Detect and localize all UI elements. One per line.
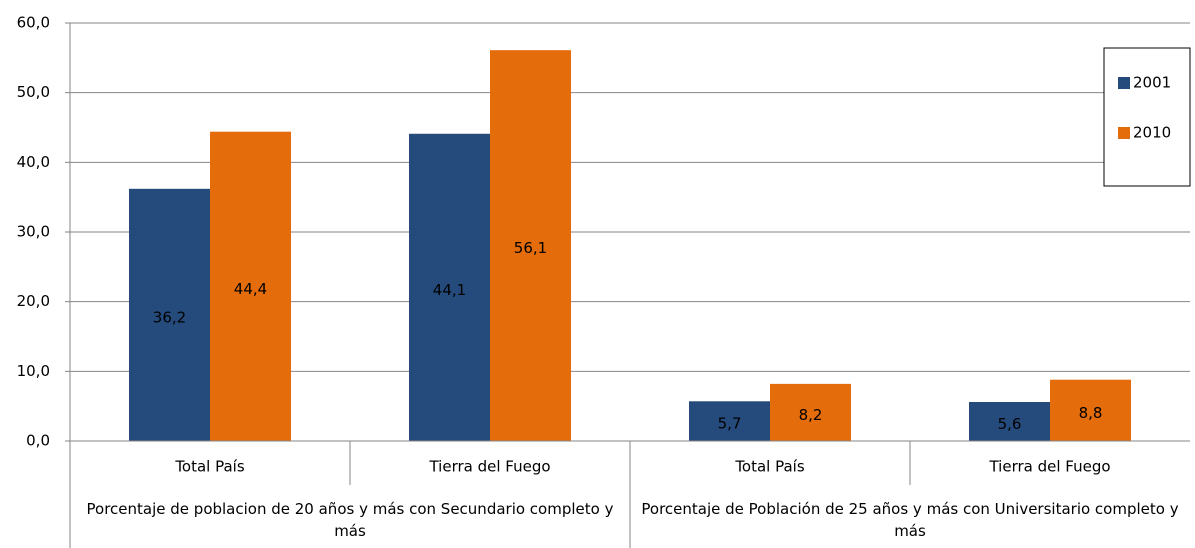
x-tick-label: Total País (734, 458, 805, 476)
bar (129, 188, 210, 441)
legend-label: 2010 (1133, 124, 1171, 142)
value-label: 8,2 (799, 406, 823, 424)
value-label: 44,4 (234, 280, 267, 298)
value-label: 5,6 (998, 415, 1022, 433)
y-tick-label: 40,0 (17, 153, 50, 171)
group-label-box: Porcentaje de poblacion de 20 años y más… (86, 500, 614, 540)
group-label: Porcentaje de poblacion de 20 años y más… (86, 500, 614, 540)
bar (689, 401, 770, 441)
group-label: Porcentaje de Población de 25 años y más… (641, 500, 1179, 540)
x-tick-label: Total País (174, 458, 245, 476)
legend-swatch (1118, 77, 1130, 89)
value-label: 36,2 (153, 308, 186, 326)
x-tick-label: Tierra del Fuego (428, 458, 550, 476)
value-label: 44,1 (433, 281, 466, 299)
group-label-box: Porcentaje de Población de 25 años y más… (641, 500, 1179, 540)
y-tick-label: 50,0 (17, 83, 50, 101)
bar (969, 401, 1050, 441)
y-tick-label: 60,0 (17, 14, 50, 32)
value-label: 5,7 (718, 415, 742, 433)
y-tick-label: 10,0 (17, 362, 50, 380)
bar (1050, 379, 1131, 441)
x-tick-label: Tierra del Fuego (988, 458, 1110, 476)
y-tick-label: 0,0 (26, 432, 50, 450)
y-tick-label: 30,0 (17, 223, 50, 241)
legend-box (1103, 47, 1191, 187)
bar (490, 50, 571, 442)
bar (210, 131, 291, 441)
value-label: 56,1 (514, 239, 547, 257)
bar (770, 383, 851, 441)
bar (409, 133, 490, 441)
legend-swatch (1118, 127, 1130, 139)
y-tick-label: 20,0 (17, 292, 50, 310)
value-label: 8,8 (1079, 404, 1103, 422)
legend-label: 2001 (1133, 74, 1171, 92)
